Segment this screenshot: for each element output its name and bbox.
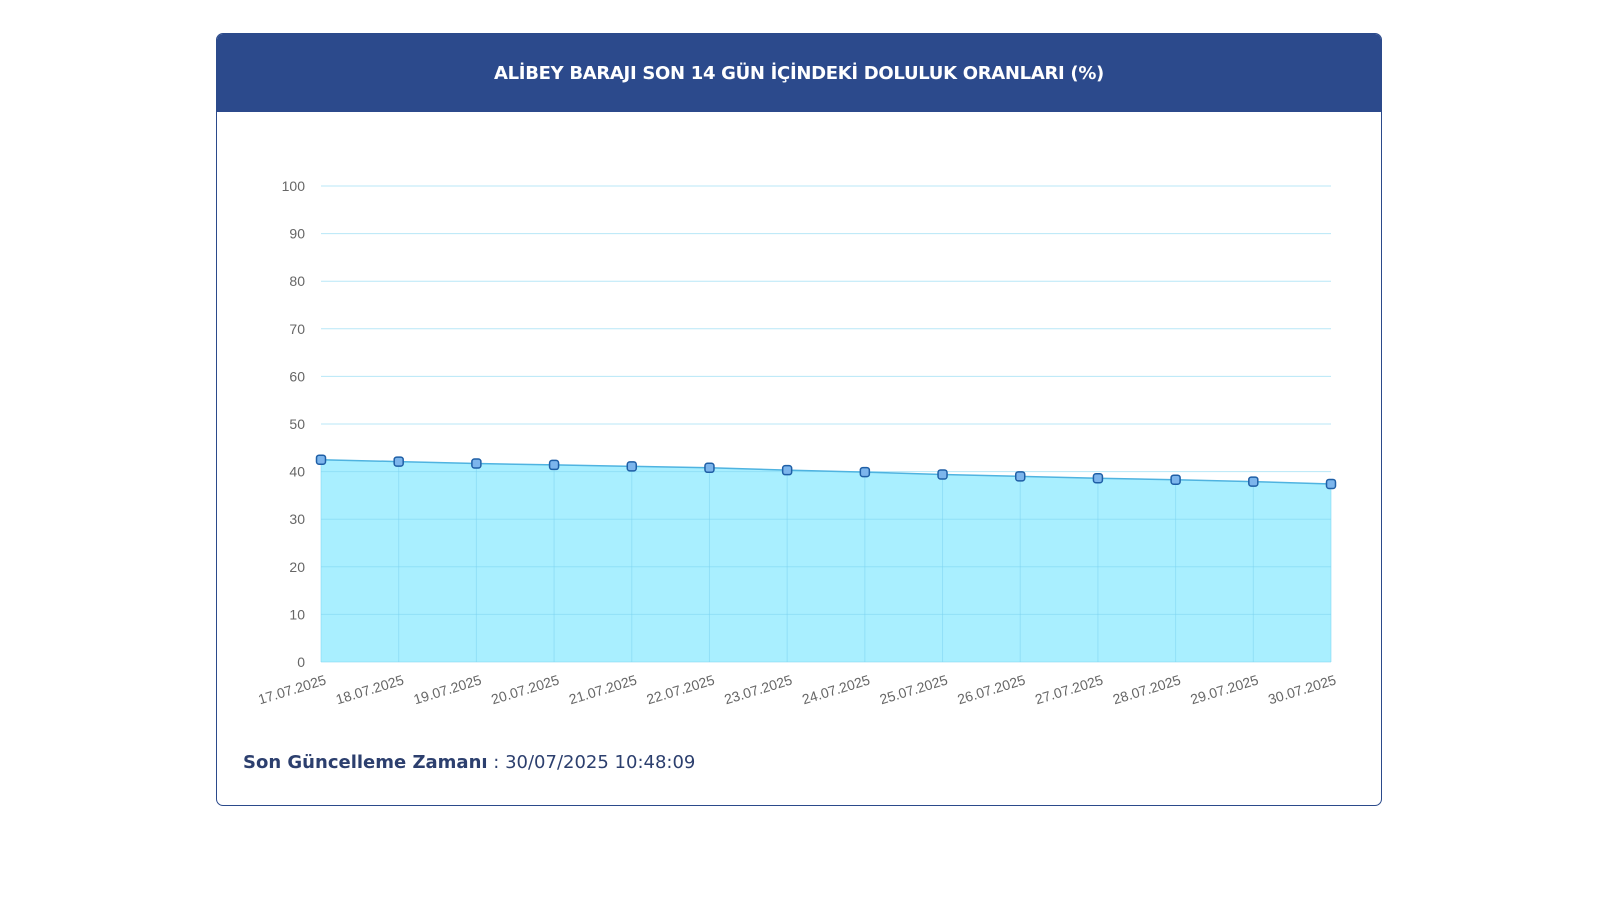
- y-tick-label: 30: [289, 511, 305, 527]
- y-tick-label: 100: [282, 178, 306, 194]
- x-tick-label: 29.07.2025: [1188, 672, 1260, 708]
- card-header: ALİBEY BARAJI SON 14 GÜN İÇİNDEKİ DOLULU…: [217, 34, 1381, 112]
- x-tick-label: 27.07.2025: [1033, 672, 1105, 708]
- x-tick-label: 24.07.2025: [800, 672, 872, 708]
- x-tick-label: 25.07.2025: [878, 672, 950, 708]
- chart-svg: 0 10 20 30 40 50 60 70 80 90 100 17.07.2025 18.07.20…: [256, 178, 1338, 708]
- y-tick-label: 50: [289, 416, 305, 432]
- x-tick-label: 28.07.2025: [1111, 672, 1183, 708]
- data-point: [1170, 474, 1181, 485]
- x-tick-label: 30.07.2025: [1266, 672, 1338, 708]
- data-point: [1014, 471, 1026, 482]
- chart-title: ALİBEY BARAJI SON 14 GÜN İÇİNDEKİ DOLULU…: [494, 62, 1104, 84]
- y-tick-label: 90: [289, 226, 305, 242]
- series-line: [320, 458, 1332, 485]
- x-tick-label: 22.07.2025: [645, 672, 717, 708]
- y-tick-label: 60: [289, 368, 305, 384]
- y-tick-label: 80: [289, 273, 305, 289]
- data-point: [1092, 473, 1104, 484]
- data-point: [548, 459, 560, 471]
- y-tick-label: 10: [289, 606, 305, 622]
- last-update: Son Güncelleme Zamanı : 30/07/2025 10:48…: [243, 752, 695, 773]
- data-point: [315, 454, 327, 465]
- data-point: [859, 466, 871, 478]
- y-tick-label: 40: [289, 464, 305, 480]
- last-update-label: Son Güncelleme Zamanı: [243, 752, 488, 773]
- data-point: [393, 456, 404, 467]
- x-tick-label: 18.07.2025: [334, 672, 406, 708]
- data-point: [1325, 478, 1337, 490]
- series-area: [321, 459, 1331, 662]
- last-update-separator: :: [487, 752, 506, 773]
- x-tick-label: 17.07.2025: [256, 672, 328, 708]
- x-tick-label: 23.07.2025: [722, 672, 794, 708]
- y-tick-label: 20: [289, 559, 305, 575]
- data-point: [471, 458, 482, 469]
- data-point: [1248, 476, 1259, 487]
- chart-card: ALİBEY BARAJI SON 14 GÜN İÇİNDEKİ DOLULU…: [216, 33, 1382, 806]
- y-tick-label: 0: [297, 654, 305, 670]
- data-point: [626, 461, 638, 472]
- data-point: [937, 469, 948, 480]
- data-point: [781, 464, 793, 476]
- data-point: [704, 462, 715, 474]
- chart-area: 0 10 20 30 40 50 60 70 80 90 100 17.07.2025 18.07.20…: [217, 112, 1381, 712]
- x-tick-label: 26.07.2025: [955, 672, 1027, 708]
- x-tick-label: 19.07.2025: [412, 672, 484, 708]
- last-update-value: 30/07/2025 10:48:09: [505, 752, 696, 773]
- x-tick-label: 21.07.2025: [567, 672, 639, 708]
- x-tick-label: 20.07.2025: [489, 672, 561, 708]
- y-tick-label: 70: [289, 321, 305, 337]
